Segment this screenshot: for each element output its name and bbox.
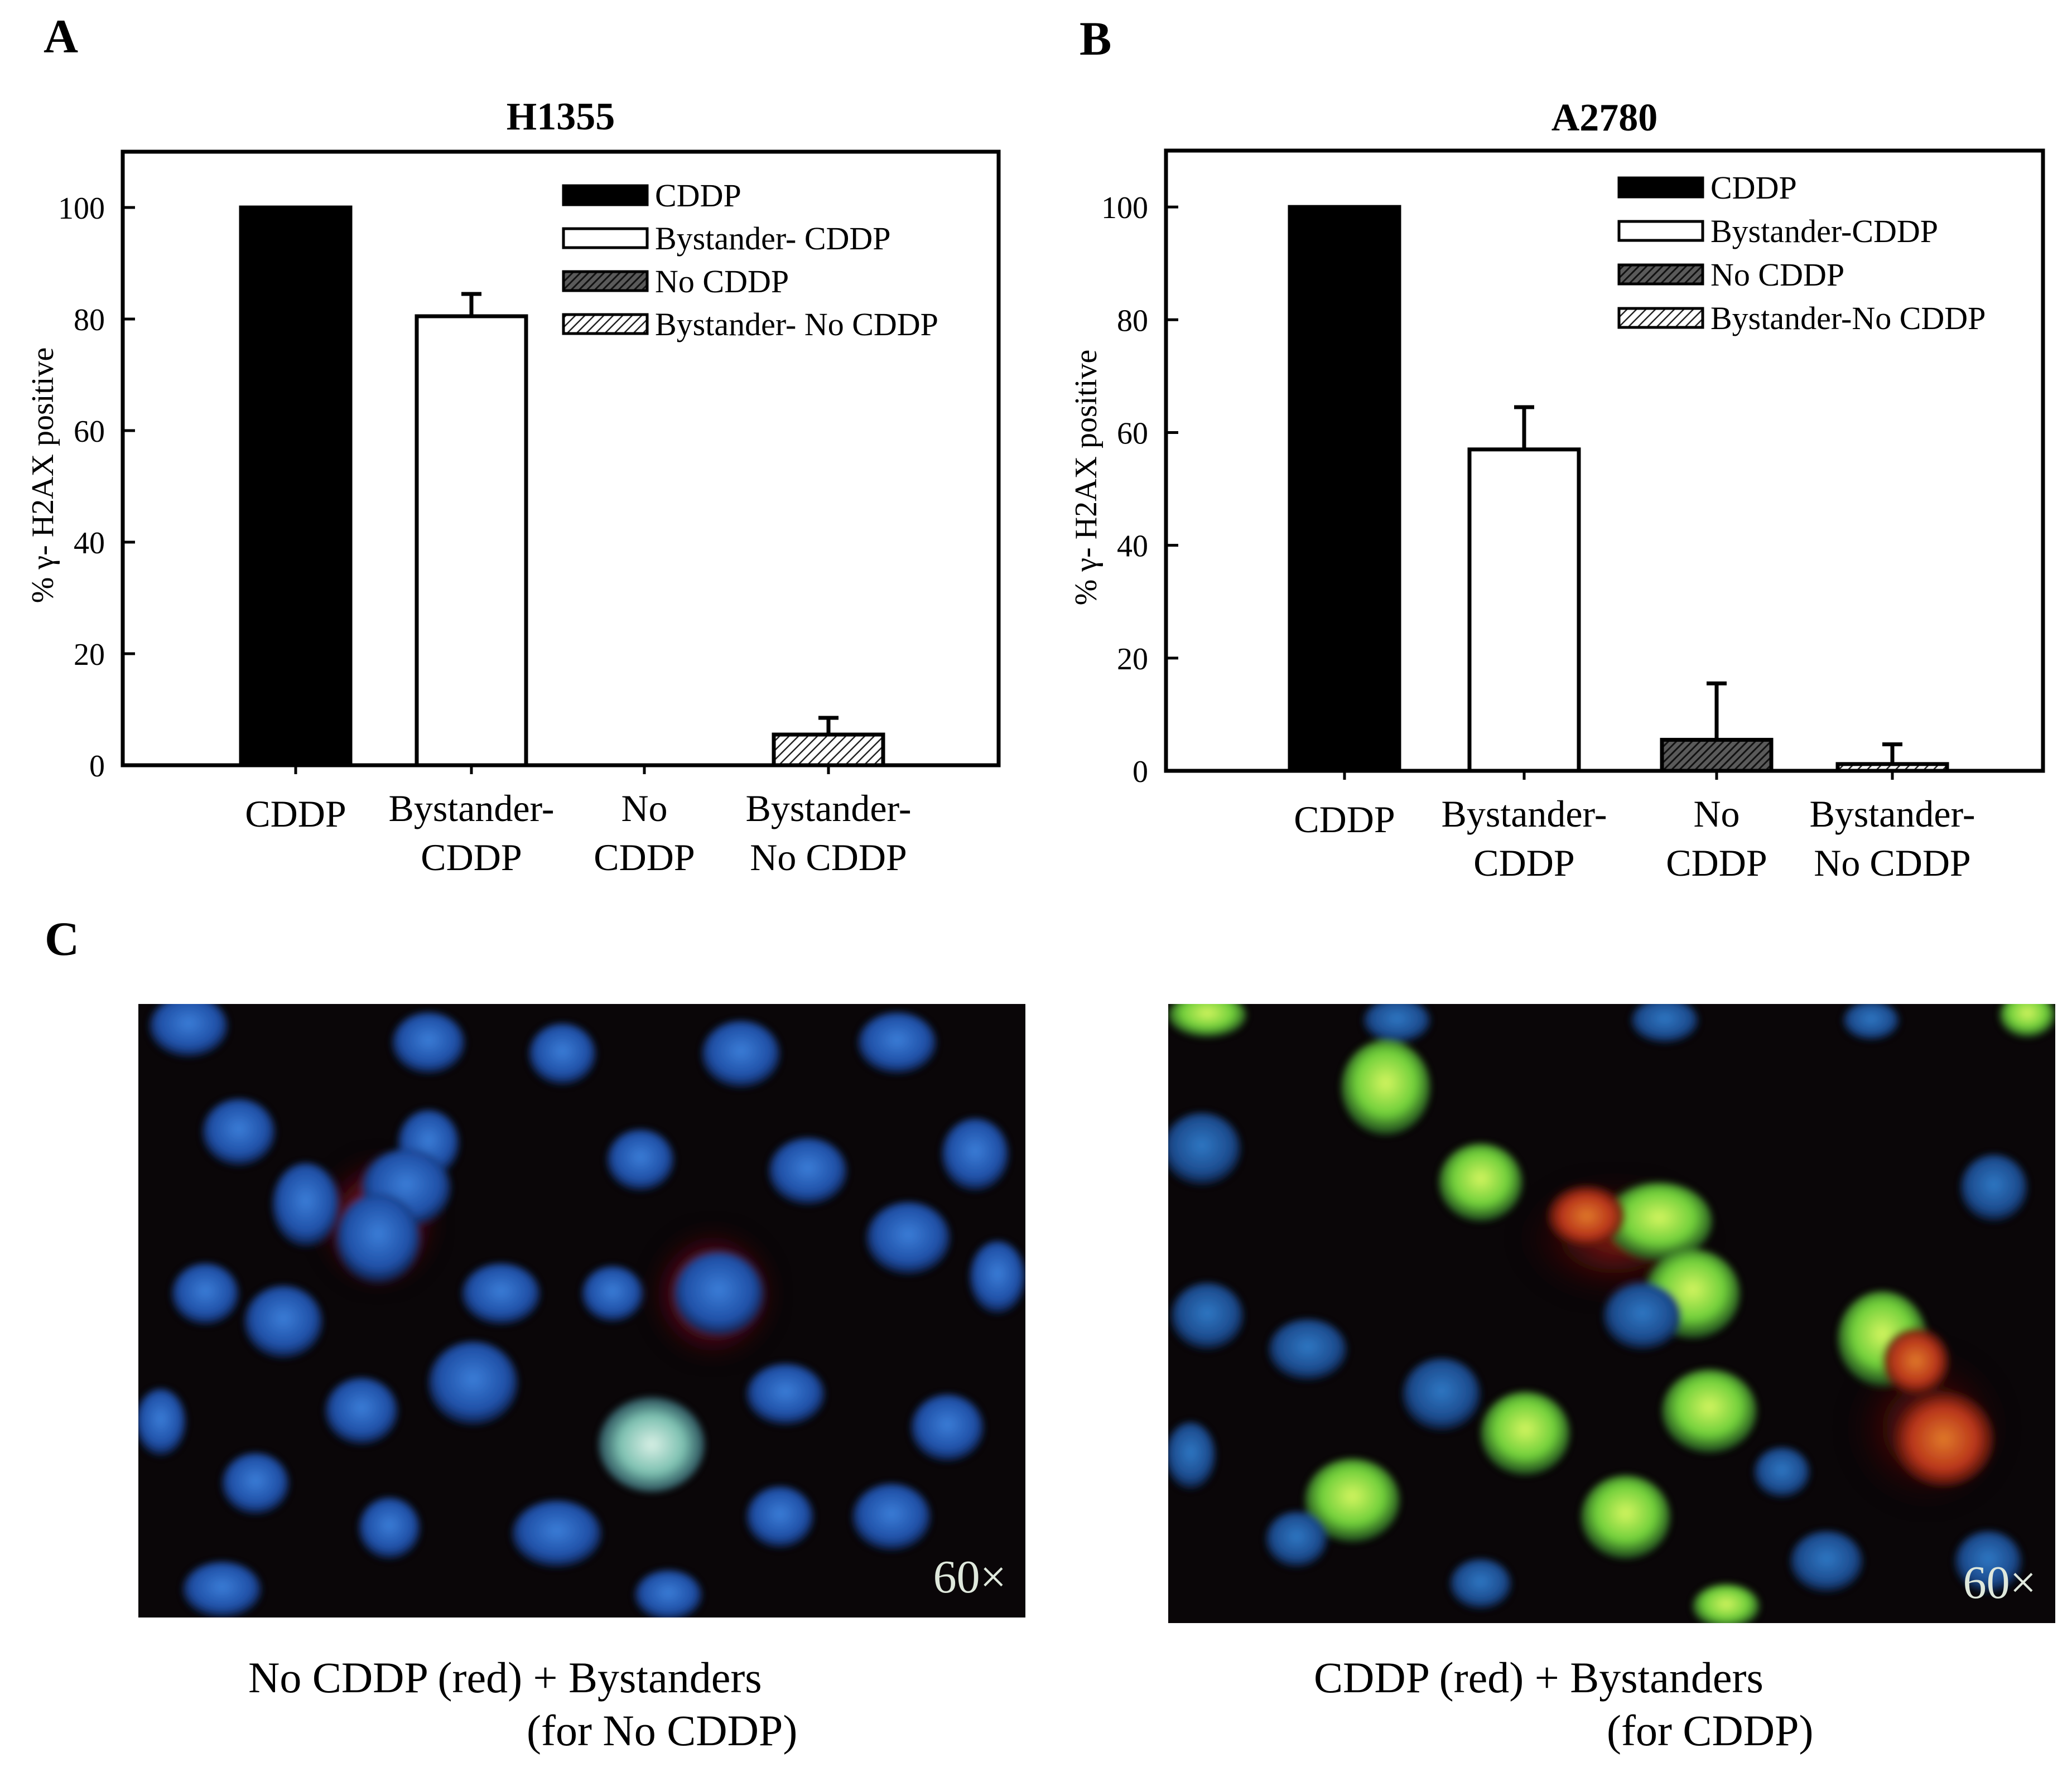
panel-label-b: B [1080, 12, 1112, 65]
y-tick-label: 40 [74, 526, 105, 561]
plot-frame [121, 149, 1001, 767]
legend-label: CDDP [1710, 170, 1797, 206]
y-axis-label: % γ- H2AX positive [26, 347, 60, 603]
legend-label: Bystander- CDDP [655, 220, 891, 257]
caption-no-cddp-line2: (for No CDDP) [527, 1706, 798, 1755]
micrograph-cddp-image [1168, 1004, 2055, 1623]
x-tick-label: Bystander-No CDDP [1809, 793, 1975, 884]
legend-swatch [1617, 307, 1704, 329]
y-tick-label: 0 [89, 749, 105, 784]
legend-label: Bystander- No CDDP [655, 306, 938, 342]
bar-4 [772, 732, 885, 767]
chart-h1355: H1355 0 20 40 60 80 100 CDDP Bystander-CDDP No CDD… [26, 95, 1001, 878]
y-tick-label: 0 [1133, 755, 1148, 789]
x-tick-label: No CDDP [1666, 793, 1767, 884]
legend-item-2: Bystander- CDDP [562, 220, 891, 257]
legend-swatch [562, 313, 649, 335]
error-bar-2 [461, 292, 481, 316]
y-tick-label: 80 [74, 303, 105, 337]
magnification-label: 60× [1963, 1557, 2036, 1609]
y-tick-label: 20 [74, 638, 105, 672]
legend-swatch [562, 270, 649, 292]
legend-swatch [1617, 220, 1704, 242]
y-tick-label: 20 [1117, 642, 1148, 677]
legend-label: CDDP [655, 177, 741, 214]
legend-item-4: Bystander- No CDDP [562, 306, 938, 342]
panel-label-a: A [44, 9, 79, 63]
bar-1 [239, 205, 353, 767]
legend-item-4: Bystander-No CDDP [1617, 300, 1986, 336]
x-tick-label: CDDP [245, 793, 346, 835]
legend-item-2: Bystander-CDDP [1617, 213, 1938, 249]
panel-label-c: C [45, 912, 80, 965]
legend-label: Bystander-No CDDP [1710, 300, 1986, 336]
micrograph-no-cddp: 60× [138, 1004, 1025, 1618]
micrograph-cddp: 60× [1168, 1004, 2055, 1623]
x-tick-label: Bystander-CDDP [1441, 793, 1607, 884]
plot-frame [1164, 148, 2045, 773]
error-bar-3 [1707, 681, 1727, 740]
legend-label: No CDDP [1710, 257, 1844, 293]
micrograph-no-cddp-image [138, 1004, 1025, 1618]
error-bar-4 [1882, 742, 1902, 764]
caption-cddp-line2: (for CDDP) [1607, 1706, 1814, 1755]
legend-swatch [1617, 263, 1704, 286]
y-tick-label: 60 [1117, 416, 1148, 451]
y-tick-label: 60 [74, 414, 105, 449]
chart-title: H1355 [507, 95, 615, 138]
legend-item-3: No CDDP [562, 263, 789, 300]
x-tick-label: CDDP [1294, 798, 1395, 841]
bar-1 [1288, 205, 1401, 773]
x-tick-label: No CDDP [594, 787, 695, 878]
bar-2 [415, 314, 528, 767]
legend-label: Bystander-CDDP [1710, 213, 1938, 249]
error-bar-4 [818, 716, 839, 735]
bar-3 [1660, 737, 1774, 773]
error-bar-2 [1514, 405, 1534, 450]
legend-item-3: No CDDP [1617, 257, 1844, 293]
chart-a2780: A2780 0 20 40 60 80 100 CDDP Bystander-CDDP No CDD… [1069, 96, 2045, 884]
y-tick-label: 100 [58, 191, 105, 226]
bar-2 [1467, 447, 1581, 773]
y-tick-label: 100 [1101, 191, 1148, 225]
legend-swatch [1617, 176, 1704, 199]
legend-label: No CDDP [655, 263, 789, 300]
caption-no-cddp-line1: No CDDP (red) + Bystanders [248, 1653, 762, 1702]
legend-swatch [562, 184, 649, 206]
y-tick-label: 80 [1117, 303, 1148, 338]
caption-cddp-line1: CDDP (red) + Bystanders [1314, 1653, 1763, 1702]
legend-swatch [562, 227, 649, 249]
y-axis-label: % γ- H2AX positive [1069, 350, 1104, 606]
legend-item-1: CDDP [562, 177, 741, 214]
y-tick-label: 40 [1117, 529, 1148, 564]
x-tick-label: Bystander-No CDDP [745, 787, 911, 878]
legend-item-1: CDDP [1617, 170, 1797, 206]
x-tick-label: Bystander-CDDP [388, 787, 554, 878]
magnification-label: 60× [933, 1551, 1006, 1603]
chart-title: A2780 [1551, 96, 1658, 139]
